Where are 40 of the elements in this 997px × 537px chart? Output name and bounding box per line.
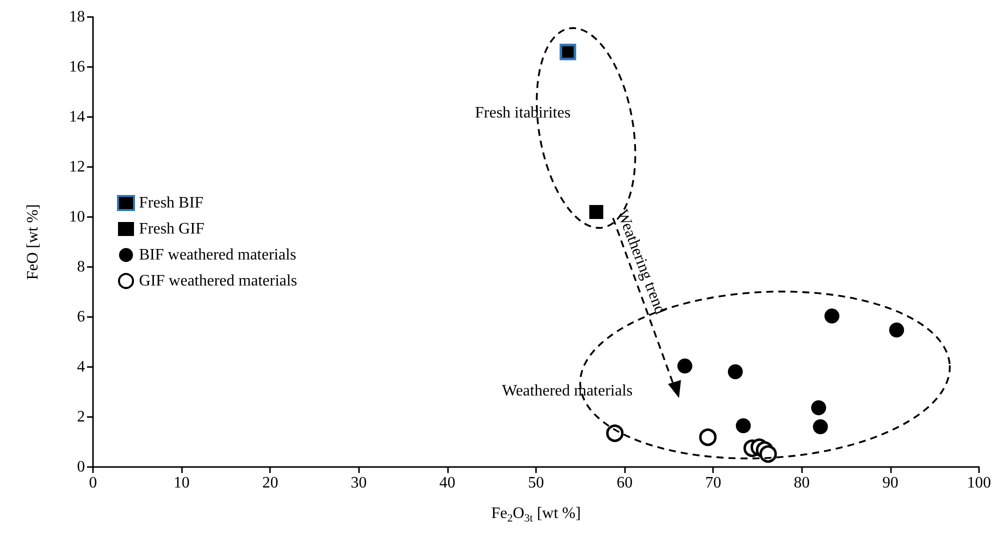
point — [811, 400, 826, 416]
legend-label: GIF weathered materials — [139, 272, 298, 290]
y-axis-title: FeO [wt %] — [24, 204, 42, 280]
x-tick-label: 0 — [89, 474, 97, 492]
x-tick-label: 40 — [439, 474, 456, 492]
y-tick-label: 12 — [69, 158, 85, 176]
legend-label: BIF weathered materials — [139, 246, 296, 264]
point — [677, 358, 692, 374]
point — [759, 445, 777, 463]
x-tick-label: 70 — [705, 474, 722, 492]
point — [699, 428, 717, 446]
y-tick-label: 4 — [77, 358, 85, 376]
y-tick-label: 8 — [77, 258, 85, 276]
point — [736, 418, 751, 434]
point — [728, 364, 743, 380]
point — [824, 308, 840, 324]
point — [606, 424, 624, 442]
annotation: Weathered materials — [502, 382, 633, 400]
y-tick-label: 18 — [69, 8, 85, 26]
annotation: Fresh itabirites — [475, 104, 571, 122]
legend-label: Fresh GIF — [139, 220, 204, 238]
point — [889, 322, 904, 338]
x-tick-label: 100 — [967, 474, 991, 492]
x-tick-label: 50 — [528, 474, 544, 492]
x-tick-label: 30 — [350, 474, 367, 492]
y-tick-label: 6 — [77, 308, 85, 326]
y-tick-label: 0 — [77, 458, 85, 476]
x-tick-label: 10 — [174, 474, 190, 492]
y-tick-label: 10 — [69, 208, 85, 226]
point — [812, 419, 828, 434]
legend-label: Fresh BIF — [139, 194, 204, 212]
y-tick-label: 14 — [69, 108, 85, 126]
x-tick-label: 80 — [794, 474, 810, 492]
x-tick-label: 60 — [616, 474, 633, 492]
point — [589, 205, 604, 219]
x-tick-label: 20 — [262, 474, 278, 492]
x-tick-label: 90 — [882, 474, 898, 492]
point — [560, 44, 576, 60]
y-tick-label: 2 — [77, 408, 85, 426]
y-tick-label: 16 — [69, 58, 85, 76]
